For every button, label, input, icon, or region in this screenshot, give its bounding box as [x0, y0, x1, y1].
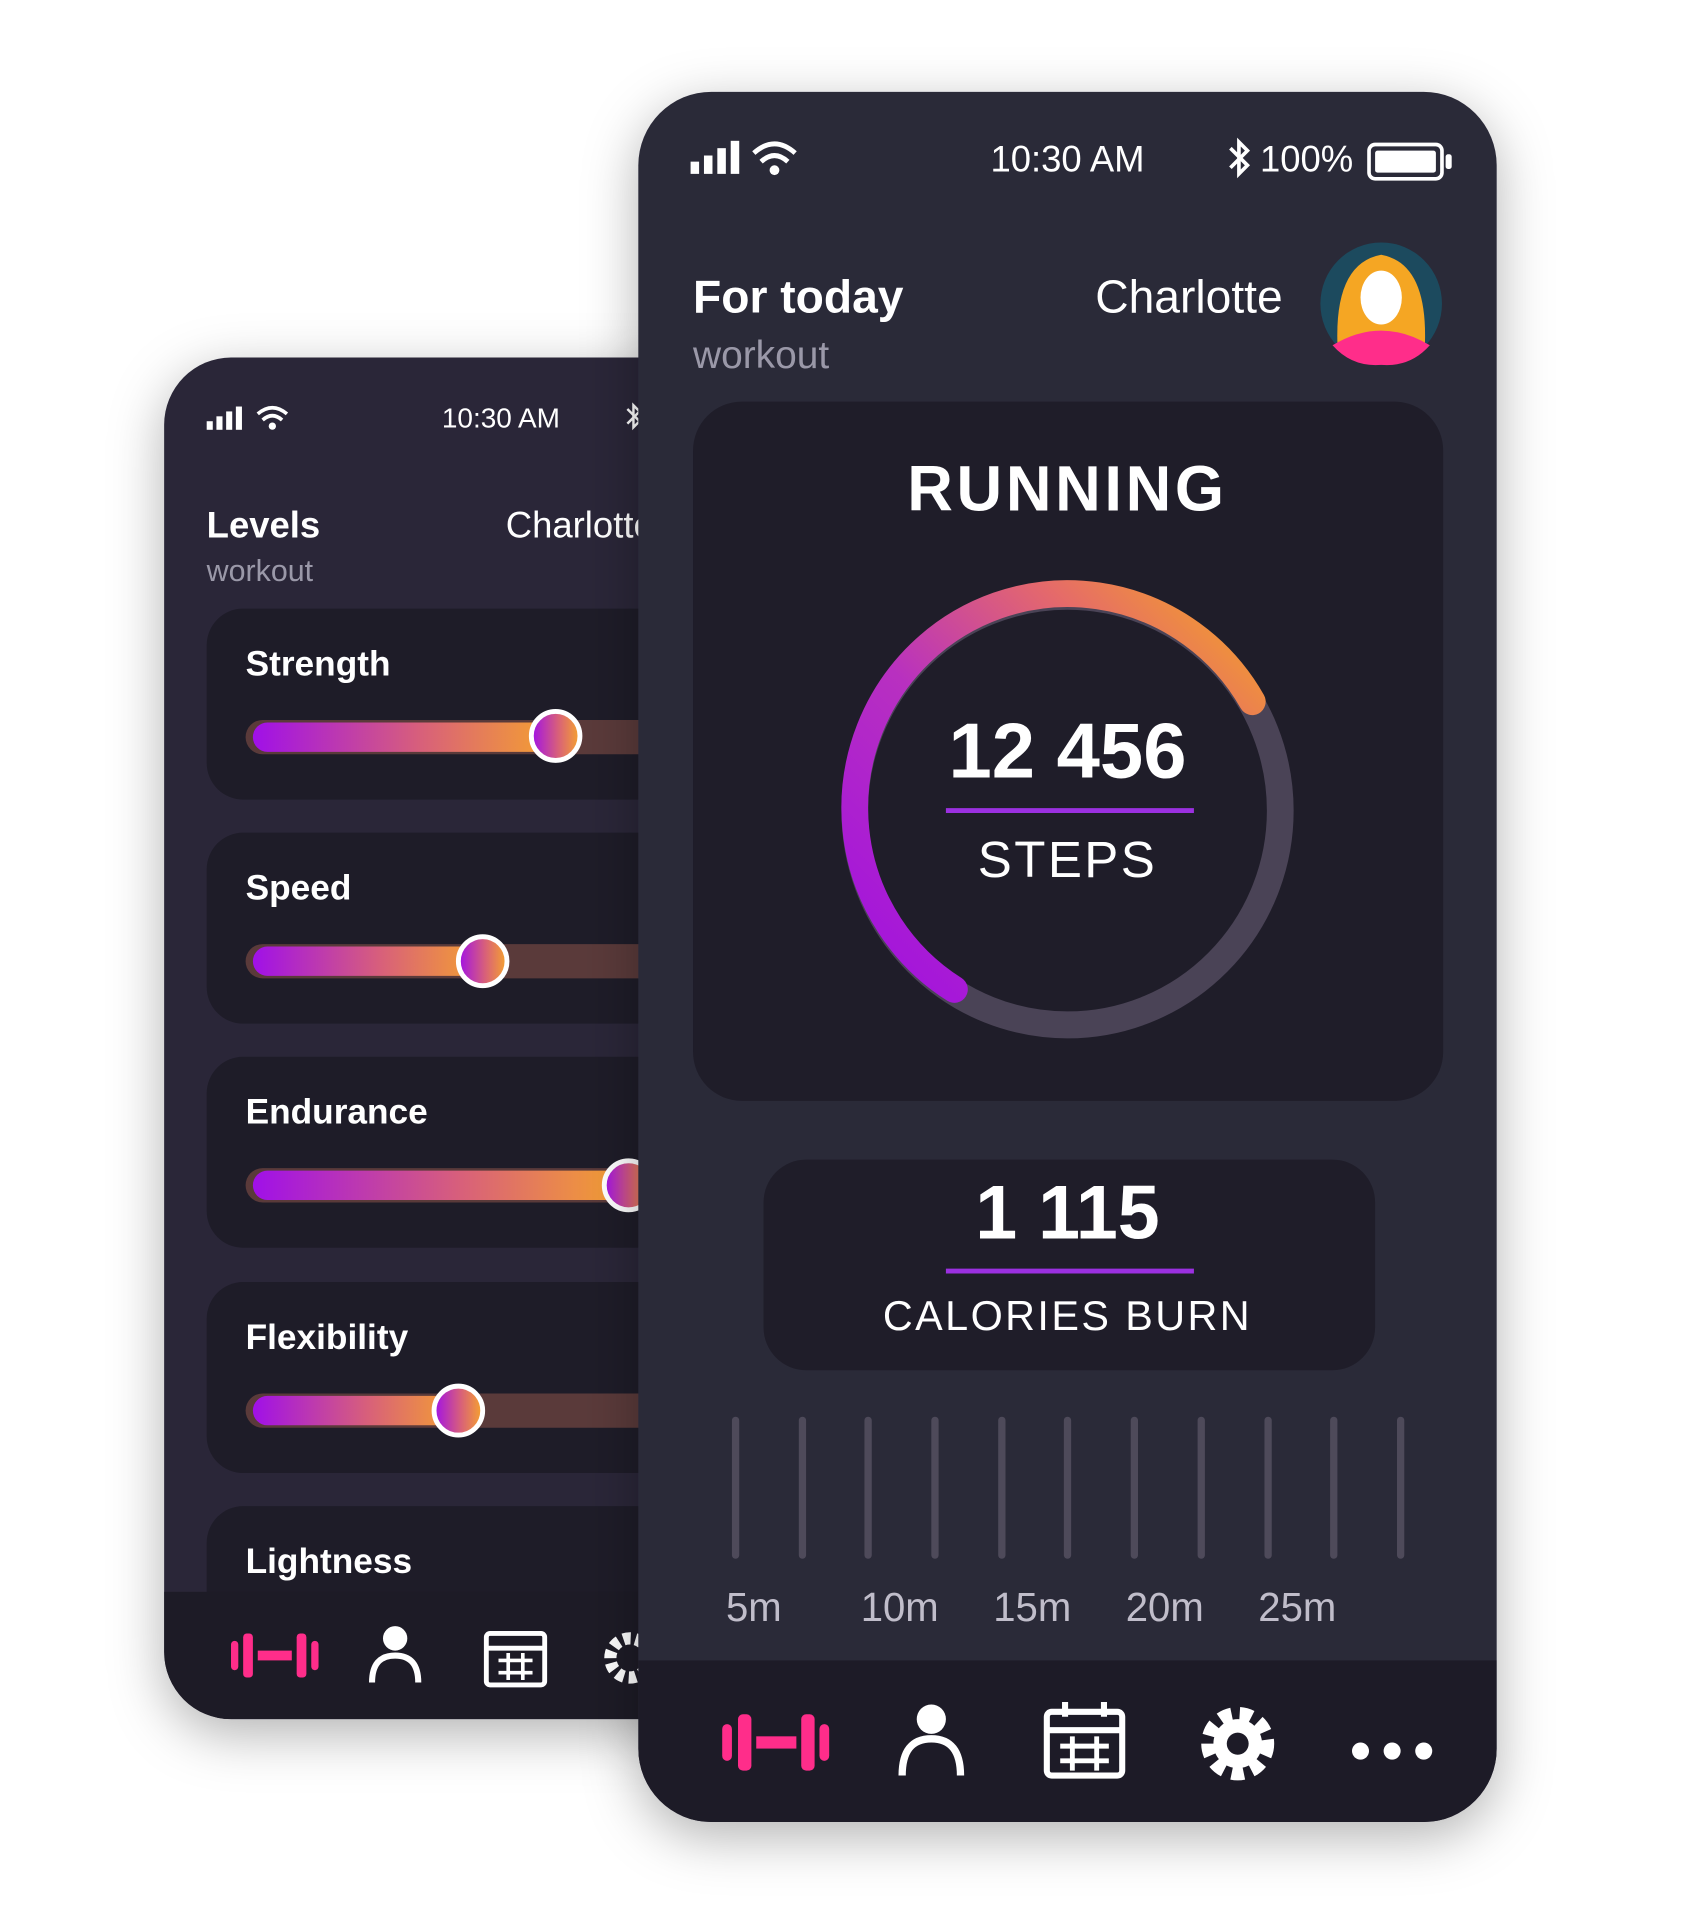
- sliders[interactable]: [245, 708, 732, 1438]
- calories-card: [763, 1159, 1376, 1371]
- steps-label: STEPS: [978, 831, 1158, 888]
- nav-more[interactable]: [1352, 1742, 1433, 1760]
- screen-title: For today: [693, 270, 904, 322]
- front-phone: 10:30 AM 100% For today workout Charlott…: [638, 91, 1497, 1823]
- battery-icon: [1367, 142, 1452, 181]
- time-label: 25m: [1258, 1585, 1336, 1630]
- nav-calendar[interactable]: [1043, 1702, 1126, 1779]
- bluetooth-icon: [1229, 137, 1251, 179]
- nav-workout[interactable]: [722, 1714, 830, 1771]
- level-label: Lightness: [246, 1542, 412, 1581]
- signal-icon: [206, 406, 242, 430]
- time-label: 10m: [861, 1585, 939, 1630]
- user-name: Charlotte: [1095, 270, 1282, 322]
- screen-subtitle: workout: [206, 554, 314, 588]
- progress-arc: [841, 580, 1266, 1003]
- screen-subtitle: workout: [692, 334, 829, 377]
- nav-profile[interactable]: [898, 1704, 965, 1776]
- calories-label: CALORIES BURN: [883, 1292, 1252, 1339]
- signal-icon: [690, 140, 740, 174]
- time-label: 20m: [1126, 1585, 1204, 1630]
- nav-settings[interactable]: [1201, 1706, 1275, 1781]
- calories-value: 1 115: [975, 1171, 1159, 1255]
- time-label: 5m: [726, 1585, 782, 1630]
- activity-title: RUNNING: [907, 454, 1228, 524]
- screen-title: Levels: [207, 504, 321, 545]
- wifi-icon: [752, 141, 797, 164]
- battery-percent: 100%: [1260, 138, 1353, 179]
- level-label: Flexibility: [246, 1318, 409, 1357]
- level-label: Strength: [246, 644, 391, 683]
- nav-workout[interactable]: [231, 1633, 319, 1678]
- level-label: Speed: [246, 868, 352, 907]
- status-time: 10:30 AM: [442, 402, 560, 433]
- steps-value: 12 456: [949, 706, 1187, 794]
- status-time: 10:30 AM: [990, 138, 1144, 179]
- nav-calendar[interactable]: [483, 1631, 548, 1688]
- wifi-icon: [256, 405, 289, 422]
- nav-profile[interactable]: [369, 1626, 422, 1683]
- back-phone: 10:30 AM Levels workout Charlotte Streng…: [164, 357, 732, 1720]
- avatar[interactable]: [1320, 242, 1442, 366]
- level-label: Endurance: [246, 1093, 428, 1132]
- bluetooth-icon: [626, 402, 642, 431]
- timeline-bars: [731, 1416, 1405, 1559]
- user-name: Charlotte: [506, 504, 654, 545]
- nav-bar: [164, 1591, 724, 1720]
- time-label: 15m: [993, 1585, 1071, 1630]
